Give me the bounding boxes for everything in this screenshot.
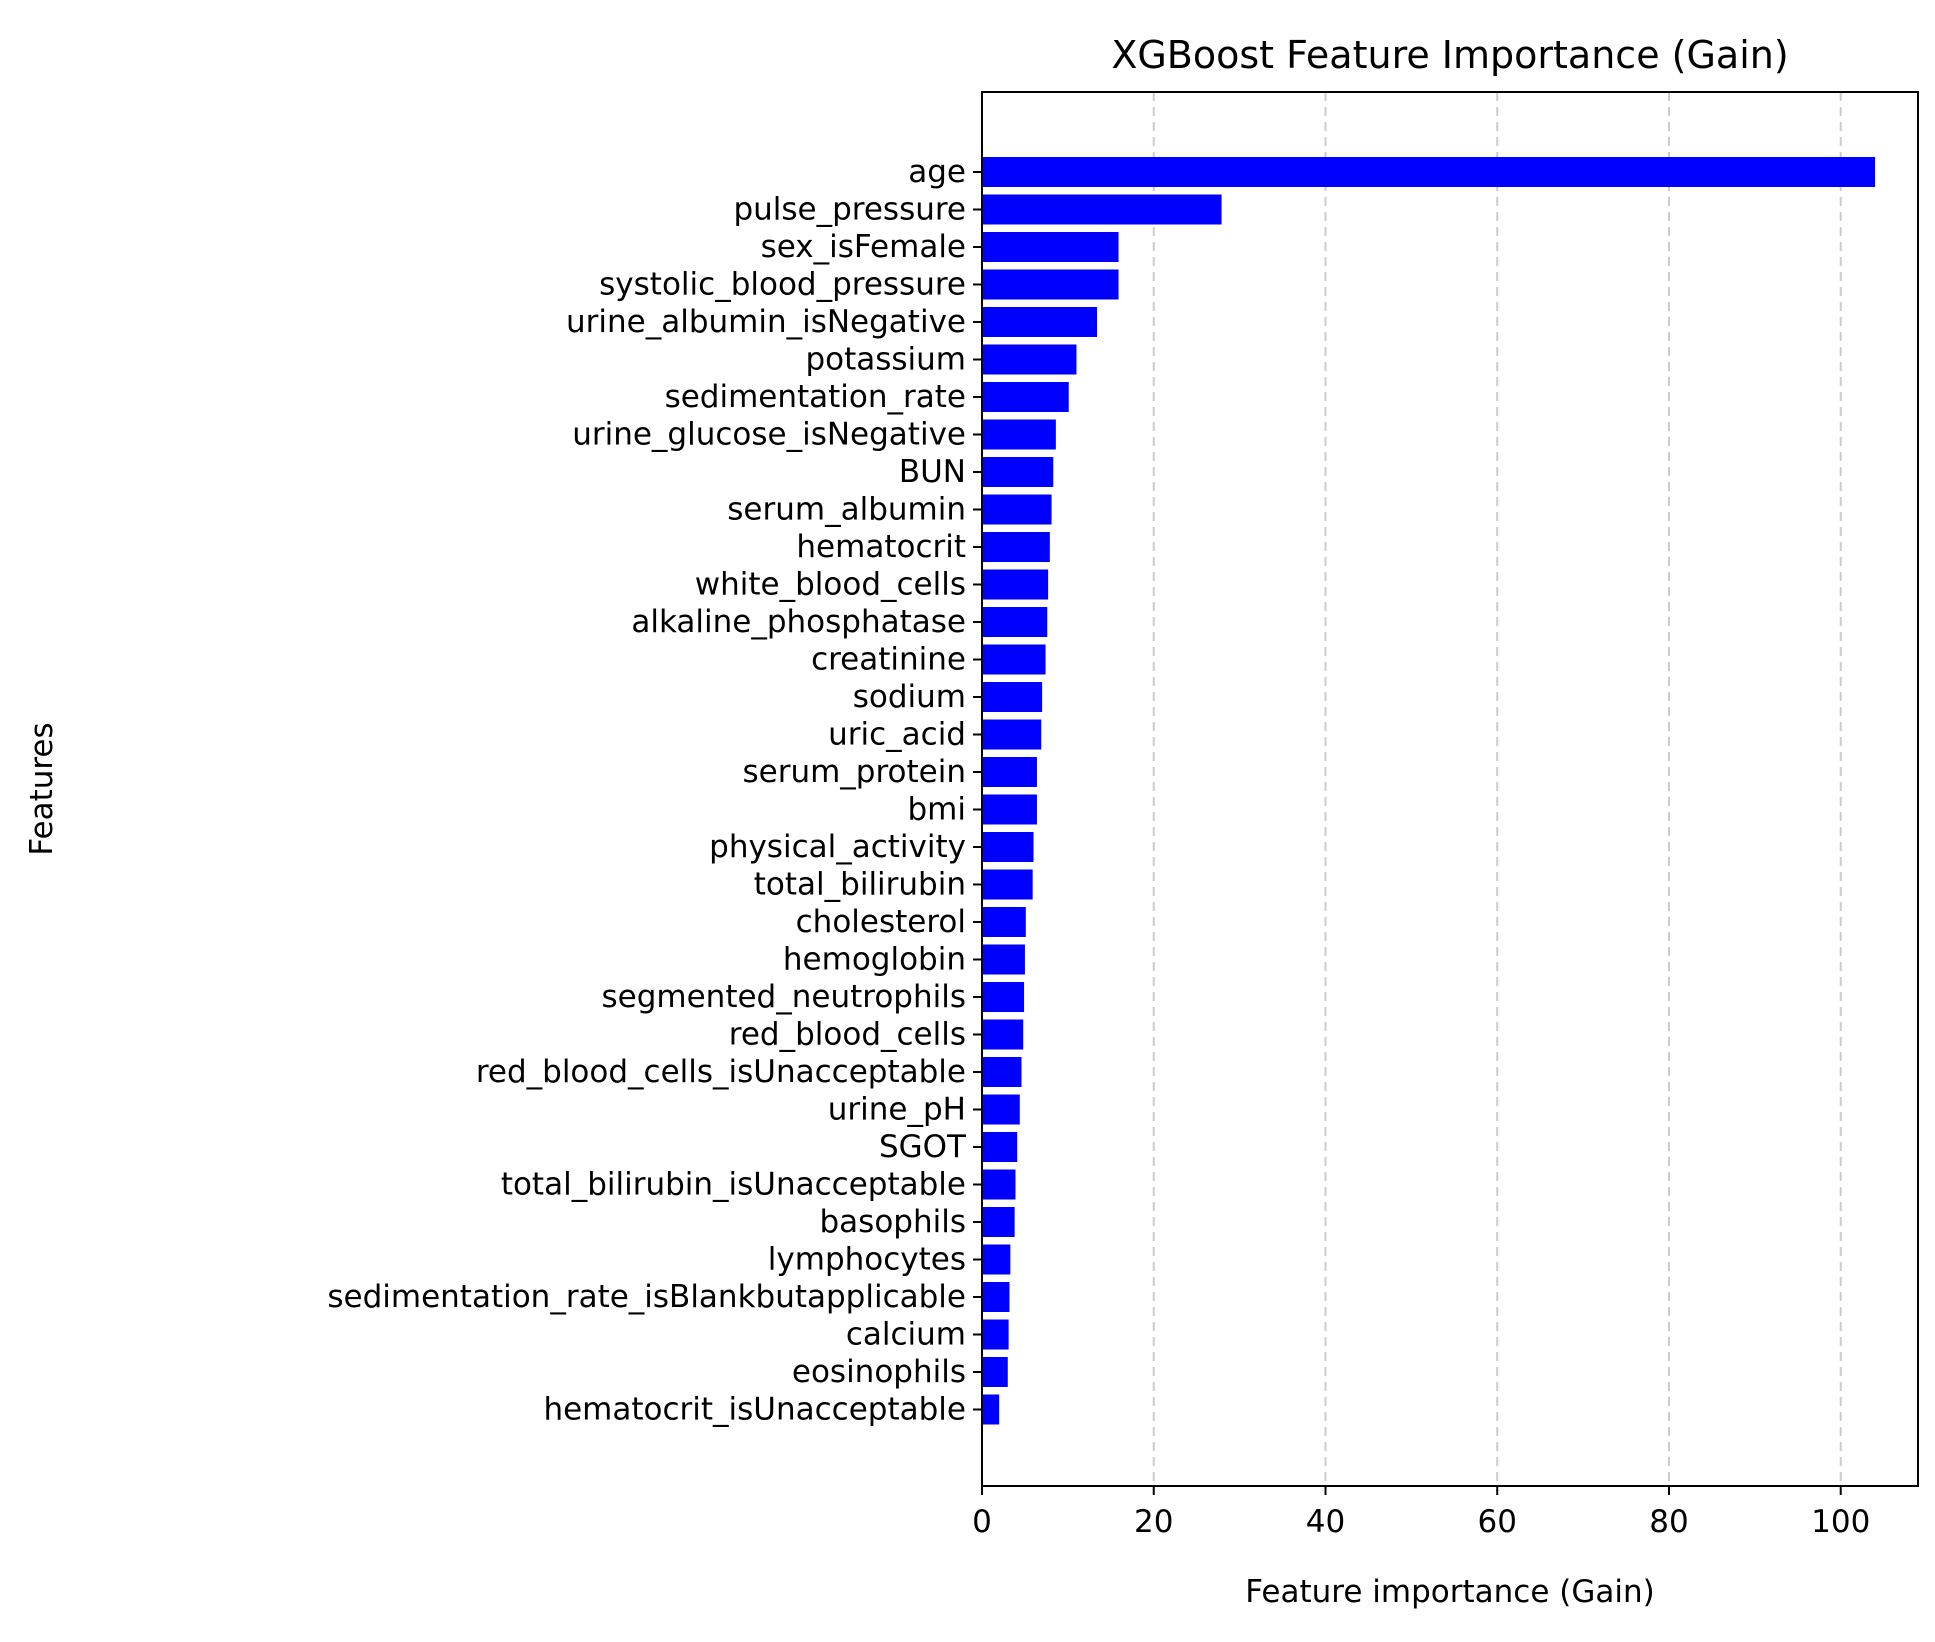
bar [982, 269, 1119, 300]
y-tick-label: segmented_neutrophils [602, 979, 966, 1015]
y-tick-label: physical_activity [709, 829, 966, 865]
y-tick-label: sodium [853, 679, 966, 715]
y-tick-label: BUN [899, 454, 966, 490]
y-tick-label: urine_albumin_isNegative [566, 304, 966, 340]
y-tick-label: sex_isFemale [761, 229, 966, 265]
x-tick-label: 80 [1649, 1504, 1688, 1540]
bar [982, 1019, 1024, 1050]
bar [982, 757, 1037, 787]
x-tick-label: 0 [972, 1504, 992, 1540]
bar [982, 982, 1025, 1012]
bar [982, 832, 1034, 862]
bar [982, 1244, 1011, 1275]
bar [982, 344, 1077, 375]
bar [982, 869, 1033, 900]
y-tick-label: pulse_pressure [733, 192, 966, 228]
x-axis-label: Feature importance (Gain) [1245, 1574, 1654, 1610]
y-tick-label: red_blood_cells_isUnacceptable [476, 1054, 966, 1090]
bar [982, 494, 1052, 525]
bar [982, 1094, 1020, 1125]
y-tick-label: red_blood_cells [729, 1017, 966, 1053]
y-tick-label: calcium [846, 1317, 966, 1353]
y-tick-label: urine_glucose_isNegative [572, 417, 966, 453]
bar [982, 457, 1054, 487]
y-tick-label: basophils [820, 1204, 967, 1240]
bar [982, 719, 1042, 750]
chart-title: XGBoost Feature Importance (Gain) [1111, 33, 1788, 77]
bar [982, 1357, 1008, 1387]
x-tick-label: 60 [1478, 1504, 1517, 1540]
x-tick-label: 20 [1134, 1504, 1173, 1540]
bar [982, 232, 1119, 262]
y-tick-label: hemoglobin [783, 942, 966, 978]
y-tick-label: sedimentation_rate_isBlankbutapplicable [327, 1279, 966, 1315]
y-tick-labels: agepulse_pressuresex_isFemalesystolic_bl… [327, 154, 982, 1428]
bar [982, 1132, 1018, 1162]
bar [982, 419, 1056, 450]
bar [982, 532, 1050, 562]
x-tick-label: 40 [1306, 1504, 1345, 1540]
y-tick-label: lymphocytes [768, 1242, 966, 1278]
y-tick-label: alkaline_phosphatase [631, 604, 966, 640]
bar [982, 1207, 1015, 1237]
bar [982, 1319, 1009, 1350]
y-tick-label: total_bilirubin_isUnacceptable [501, 1167, 966, 1203]
y-tick-label: serum_protein [742, 754, 966, 790]
bar [982, 569, 1049, 600]
bar [982, 907, 1026, 937]
y-tick-label: systolic_blood_pressure [599, 267, 966, 303]
bars [982, 157, 1876, 1425]
bar [982, 382, 1069, 412]
y-tick-label: hematocrit_isUnacceptable [543, 1392, 966, 1428]
y-tick-label: hematocrit [796, 529, 966, 565]
y-tick-label: cholesterol [796, 904, 966, 940]
plot-frame [981, 91, 1919, 1487]
bar [982, 157, 1876, 187]
bar [982, 1169, 1016, 1200]
bar [982, 194, 1222, 225]
y-tick-label: age [908, 154, 966, 190]
y-tick-label: potassium [805, 342, 966, 378]
bar [982, 1282, 1010, 1312]
grid-lines [1152, 92, 1842, 1486]
bar [982, 1057, 1022, 1087]
y-tick-label: uric_acid [828, 717, 966, 753]
bar [982, 682, 1043, 712]
x-tick-label: 100 [1811, 1504, 1870, 1540]
y-tick-label: creatinine [811, 642, 966, 678]
y-tick-label: serum_albumin [727, 492, 966, 528]
bar [982, 607, 1048, 637]
y-tick-label: white_blood_cells [695, 567, 966, 603]
bar [982, 1394, 1000, 1425]
y-axis-label: Features [24, 722, 60, 855]
y-tick-label: eosinophils [792, 1354, 966, 1390]
y-tick-label: bmi [908, 792, 967, 828]
axes [981, 91, 1919, 1487]
y-tick-label: SGOT [879, 1129, 967, 1165]
bar [982, 944, 1025, 975]
y-tick-label: urine_pH [828, 1092, 966, 1128]
y-tick-label: sedimentation_rate [665, 379, 966, 415]
x-tick-labels: 0 20 40 60 80 100 [972, 1486, 1870, 1540]
bar [982, 794, 1037, 825]
bar [982, 307, 1098, 337]
y-tick-label: total_bilirubin [754, 867, 966, 903]
bar [982, 644, 1046, 675]
